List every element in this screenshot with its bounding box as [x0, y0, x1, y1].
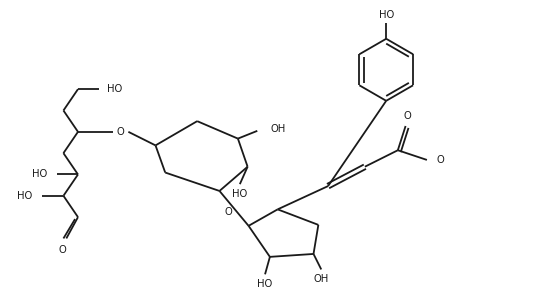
Text: HO: HO	[232, 189, 247, 199]
Text: O: O	[117, 127, 125, 137]
Text: O: O	[224, 207, 232, 217]
Text: HO: HO	[257, 279, 273, 288]
Text: HO: HO	[31, 169, 47, 179]
Text: OH: OH	[313, 274, 329, 284]
Text: HO: HO	[378, 10, 394, 20]
Text: OH: OH	[271, 124, 286, 134]
Text: O: O	[59, 245, 66, 255]
Text: O: O	[437, 155, 445, 165]
Text: HO: HO	[17, 191, 33, 201]
Text: HO: HO	[107, 84, 122, 94]
Text: O: O	[403, 111, 411, 121]
